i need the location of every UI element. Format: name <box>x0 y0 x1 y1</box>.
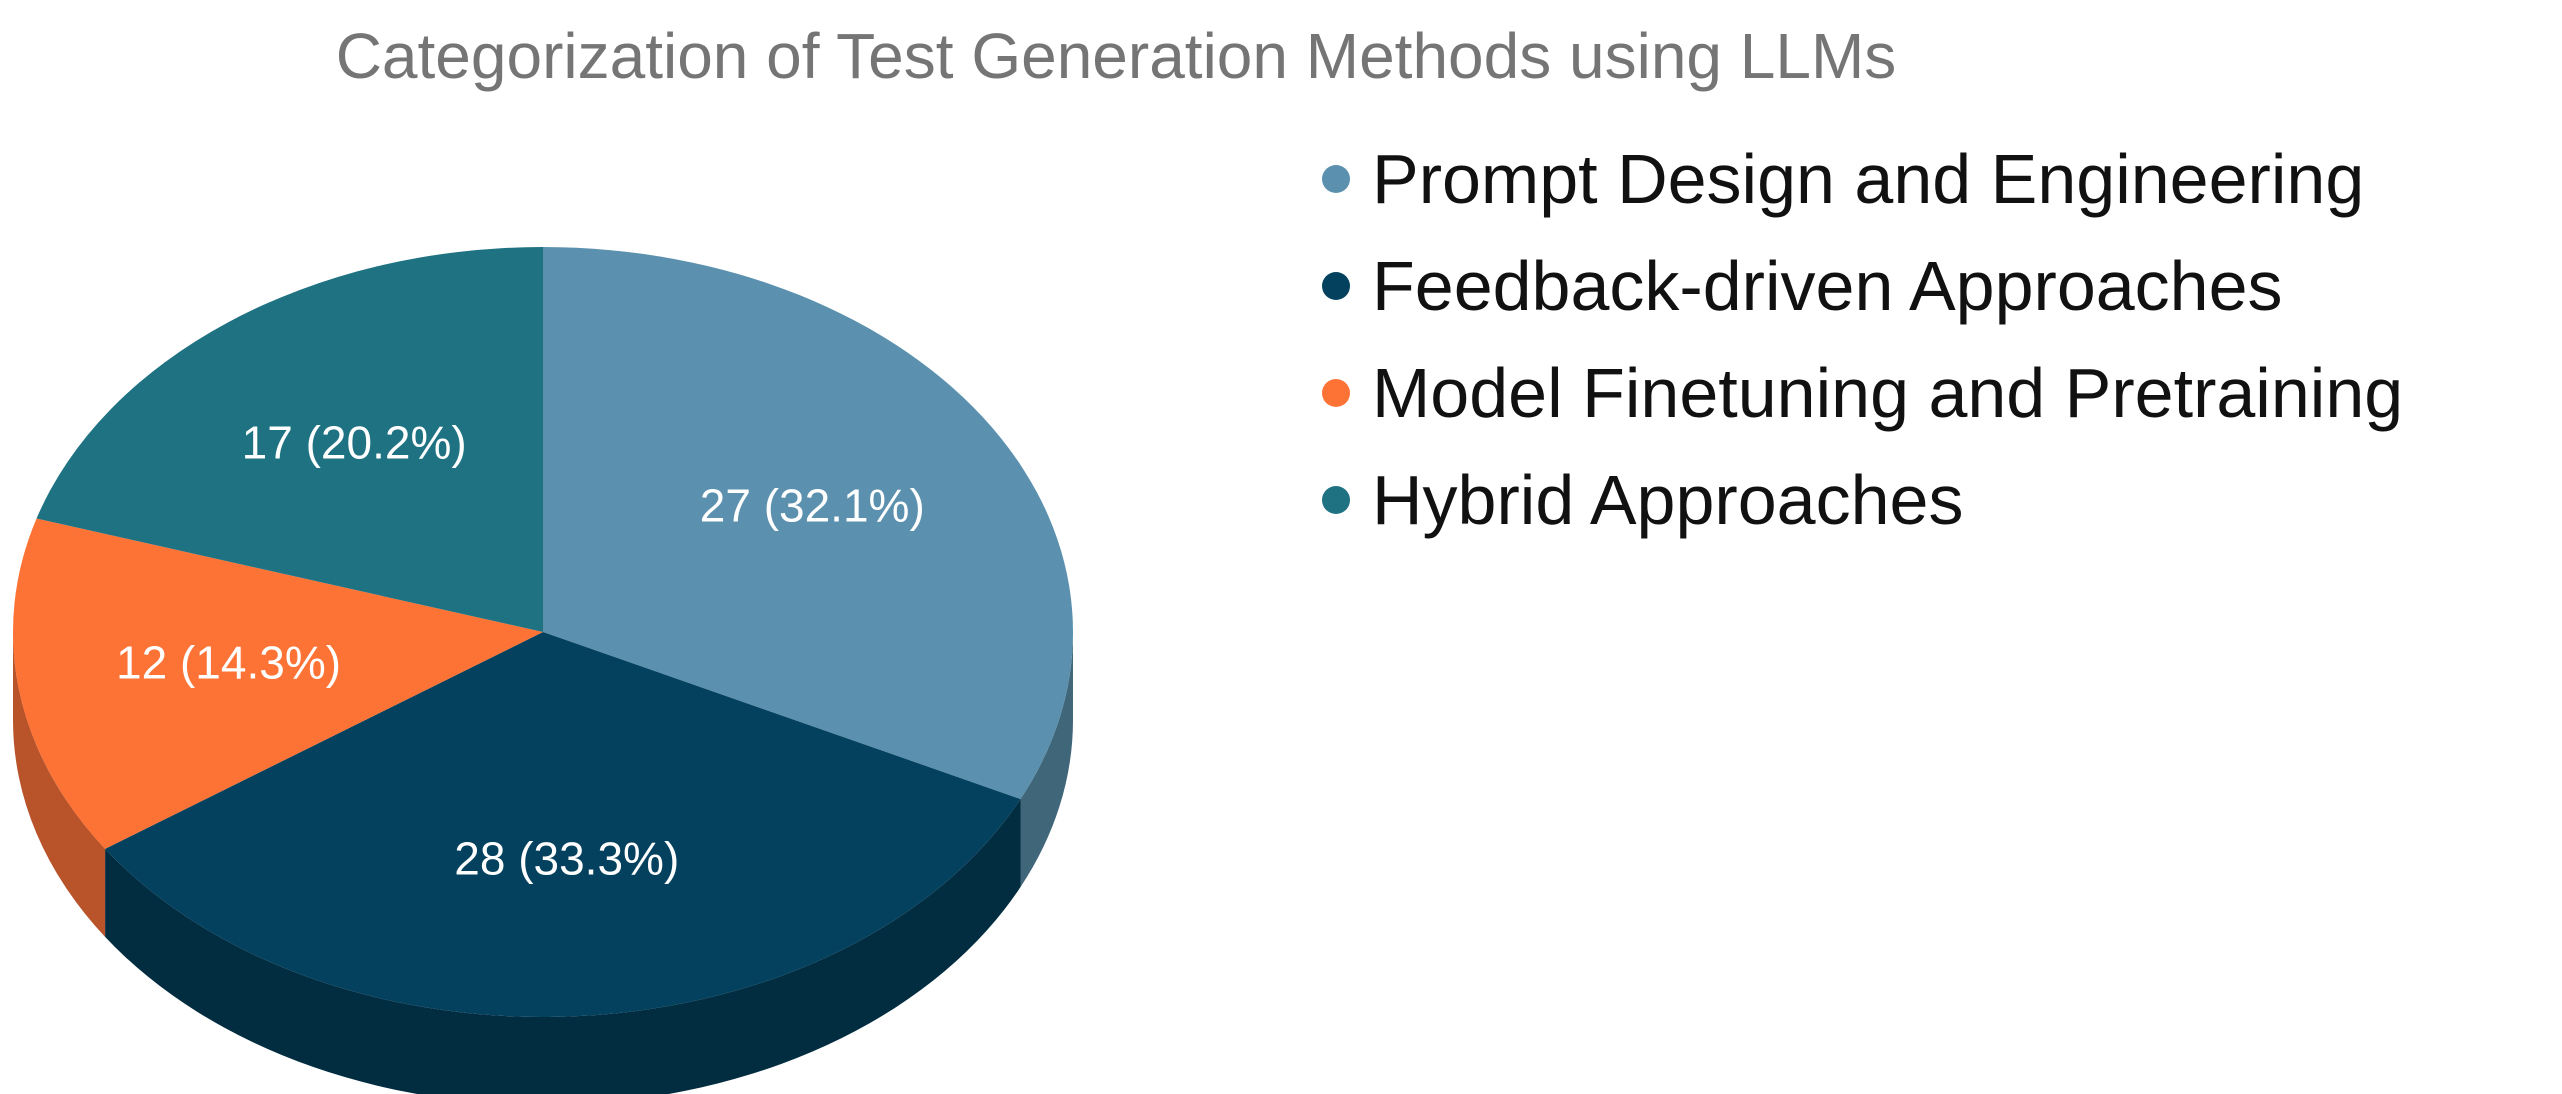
pie-slice-hybrid-approaches <box>36 247 543 632</box>
pie-chart: 27 (32.1%) 28 (33.3%) 12 (14.3%) 17 (20.2%) <box>13 247 1073 1094</box>
legend-item-hybrid-approaches: Hybrid Approaches <box>1322 446 2403 553</box>
pie-slice-feedback-driven-approaches <box>105 632 1021 1017</box>
pie-side-model-finetuning-and-pretraining <box>13 632 106 937</box>
pie-slices <box>13 247 1073 1017</box>
legend-swatch <box>1322 164 1350 193</box>
pie-side-walls <box>13 632 1073 1094</box>
legend-item-model-finetuning-and-pretraining: Model Finetuning and Pretraining <box>1322 339 2403 446</box>
legend-item-prompt-design-and-engineering: Prompt Design and Engineering <box>1322 125 2403 232</box>
legend-swatch <box>1322 485 1350 514</box>
legend-label: Feedback-driven Approaches <box>1372 246 2283 325</box>
legend-item-feedback-driven-approaches: Feedback-driven Approaches <box>1322 232 2403 339</box>
slice-label-prompt-design-and-engineering: 27 (32.1%) <box>700 479 925 531</box>
legend-label: Model Finetuning and Pretraining <box>1372 353 2404 432</box>
chart-title: Categorization of Test Generation Method… <box>335 20 1897 92</box>
legend-swatch <box>1322 378 1350 407</box>
pie-side-prompt-design-and-engineering <box>1020 632 1073 888</box>
pie-slice-prompt-design-and-engineering <box>543 247 1073 800</box>
legend: Prompt Design and Engineering Feedback-dr… <box>1322 125 2403 553</box>
slice-labels: 27 (32.1%) 28 (33.3%) 12 (14.3%) 17 (20.2%) <box>116 416 925 884</box>
slice-label-hybrid-approaches: 17 (20.2%) <box>242 416 467 468</box>
slice-label-feedback-driven-approaches: 28 (33.3%) <box>454 833 679 885</box>
legend-swatch <box>1322 271 1350 300</box>
pie-slice-model-finetuning-and-pretraining <box>13 518 544 849</box>
pie-side-feedback-driven-approaches <box>105 799 1021 1094</box>
legend-label: Hybrid Approaches <box>1372 460 1964 539</box>
legend-label: Prompt Design and Engineering <box>1372 139 2365 218</box>
slice-label-model-finetuning-and-pretraining: 12 (14.3%) <box>116 637 341 689</box>
